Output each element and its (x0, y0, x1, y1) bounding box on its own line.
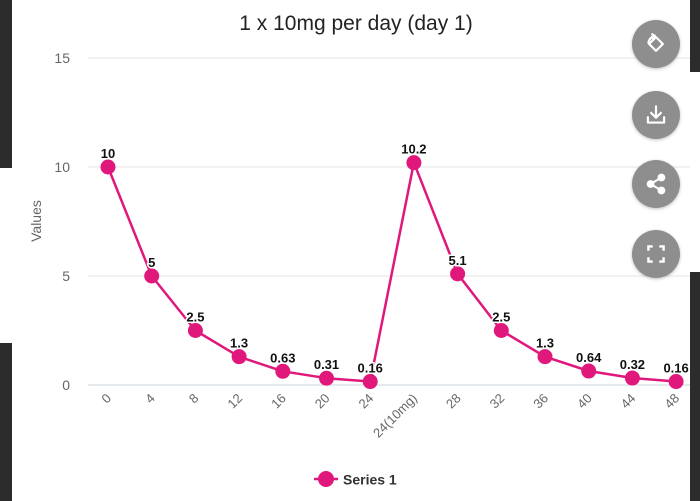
chart-title: 1 x 10mg per day (day 1) (239, 12, 472, 35)
fullscreen-button[interactable] (632, 230, 680, 278)
data-label: 5.1 (449, 253, 467, 268)
y-axis-label: Values (28, 200, 44, 242)
data-point[interactable] (100, 159, 116, 175)
data-label: 10.2 (401, 142, 426, 157)
download-button[interactable] (632, 91, 680, 139)
series-line (106, 161, 677, 383)
x-tick-label: 48 (661, 391, 682, 412)
fullscreen-icon (647, 245, 665, 263)
x-tick-label: 28 (443, 391, 464, 412)
data-point[interactable] (668, 374, 684, 390)
x-tick-label: 4 (142, 391, 158, 407)
x-tick-label: 32 (487, 391, 508, 412)
x-tick-label: 40 (574, 391, 595, 412)
rotate-button[interactable] (632, 20, 680, 68)
data-point[interactable] (493, 323, 509, 338)
legend-label: Series 1 (343, 472, 397, 488)
data-label: 2.5 (186, 310, 204, 325)
x-tick-label: 0 (98, 391, 114, 407)
grid-lines (88, 57, 690, 386)
rotate-icon (647, 33, 664, 52)
data-point[interactable] (624, 370, 640, 386)
data-label: 5 (148, 255, 155, 270)
x-tick-label: 44 (618, 391, 639, 412)
data-point[interactable] (275, 363, 291, 379)
x-tick-label: 16 (268, 391, 289, 412)
data-label: 2.5 (492, 310, 510, 325)
data-point[interactable] (450, 266, 466, 282)
data-label: 1.3 (230, 336, 248, 351)
data-label: 0.31 (314, 357, 339, 372)
data-point[interactable] (581, 363, 597, 379)
y-axis-ticks: 0 5 10 15 (54, 50, 70, 393)
legend-marker (318, 471, 334, 487)
data-point[interactable] (537, 349, 553, 365)
data-point[interactable] (187, 323, 203, 338)
data-label: 0.63 (270, 350, 295, 365)
data-label: 10 (101, 146, 115, 161)
data-label: 0.64 (576, 350, 602, 365)
x-tick-label: 12 (224, 391, 245, 412)
left-edge-bar (0, 0, 12, 501)
y-tick-label: 10 (54, 159, 70, 175)
data-point[interactable] (231, 349, 247, 365)
x-tick-label: 36 (530, 391, 551, 412)
data-point[interactable] (319, 370, 334, 386)
share-icon (646, 173, 666, 195)
data-label: 1.3 (536, 336, 554, 351)
x-tick-label: 20 (312, 391, 333, 412)
legend[interactable]: Series 1 (314, 471, 397, 488)
y-tick-label: 15 (54, 50, 70, 66)
share-button[interactable] (632, 160, 680, 208)
data-point[interactable] (144, 268, 160, 284)
data-label: 0.32 (620, 357, 645, 372)
right-edge-bar (690, 0, 700, 501)
series-1: 10 5 2.5 1.3 0.63 0.31 0.16 10.2 5.1 2.5 1.3 0.64 0.… (99, 140, 690, 390)
data-label: 0.16 (663, 361, 688, 376)
x-tick-label: 8 (186, 391, 202, 407)
download-icon (646, 105, 666, 124)
data-label: 0.16 (358, 361, 383, 376)
data-point[interactable] (362, 374, 378, 390)
x-tick-label: 24(10mg) (370, 391, 420, 441)
y-tick-label: 5 (62, 268, 70, 284)
y-tick-label: 0 (62, 377, 70, 393)
x-tick-label: 24 (355, 391, 376, 412)
data-point[interactable] (406, 155, 422, 171)
